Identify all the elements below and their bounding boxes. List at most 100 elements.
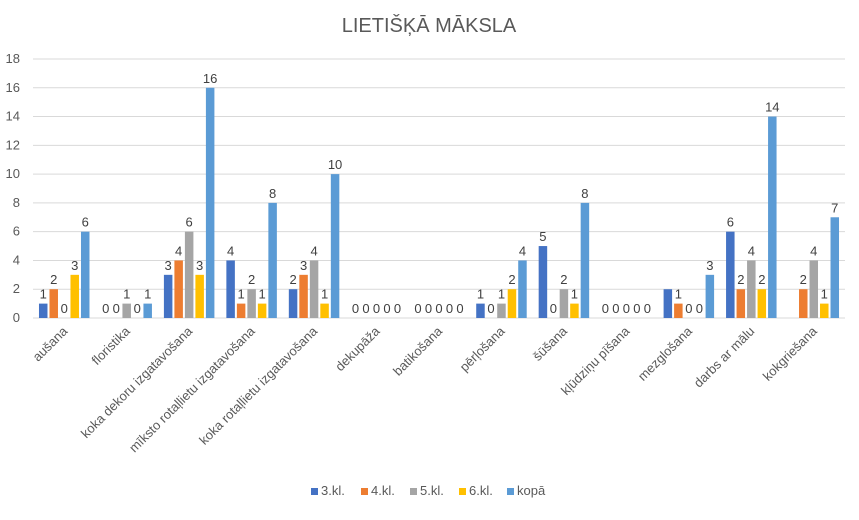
legend-label: 5.kl. [420, 483, 444, 498]
legend: 3.kl. 4.kl. 5.kl. 6.kl. kopā [311, 483, 546, 498]
bar [559, 289, 569, 318]
data-label: 4 [810, 243, 817, 258]
x-category-label: dekupāža [332, 323, 383, 374]
x-category-label: batikošana [390, 323, 446, 379]
data-label: 0 [383, 301, 390, 316]
data-label: 1 [571, 287, 578, 302]
bar [247, 289, 256, 318]
legend-swatch [311, 488, 318, 495]
y-tick-label: 16 [6, 80, 20, 95]
data-label: 3 [165, 258, 172, 273]
data-label: 0 [633, 301, 640, 316]
legend-swatch [507, 488, 514, 495]
legend-label: 6.kl. [469, 483, 493, 498]
x-category-label: darbs ar mālu [691, 324, 758, 391]
data-label: 6 [727, 215, 734, 230]
bar [236, 303, 246, 318]
data-label: 1 [477, 287, 484, 302]
y-tick-label: 18 [6, 51, 20, 66]
data-label: 4 [227, 243, 234, 258]
data-label: 2 [508, 272, 515, 287]
x-category-label: šūšana [530, 323, 571, 364]
legend-label: kopā [517, 483, 546, 498]
data-label: 1 [144, 287, 151, 302]
bar [497, 303, 506, 318]
data-label: 1 [821, 287, 828, 302]
legend-swatch [361, 488, 368, 495]
legend-swatch [410, 488, 417, 495]
y-axis-ticks: 0 2 4 6 8 10 12 14 16 18 [6, 51, 20, 325]
data-label: 4 [519, 243, 526, 258]
bar [476, 303, 485, 318]
data-label: 0 [623, 301, 630, 316]
bar [257, 303, 267, 318]
data-label: 0 [61, 301, 68, 316]
bar [757, 289, 767, 318]
bar [799, 289, 808, 318]
data-label: 0 [685, 301, 692, 316]
data-label: 2 [248, 272, 255, 287]
data-label: 2 [50, 272, 57, 287]
data-label: 16 [203, 71, 217, 86]
chart-title: LIETIŠĶĀ MĀKSLA [342, 14, 517, 37]
data-label: 0 [414, 301, 421, 316]
bar [288, 289, 298, 318]
data-label: 0 [373, 301, 380, 316]
data-label: 0 [612, 301, 619, 316]
data-label: 4 [175, 243, 182, 258]
bar [830, 217, 840, 318]
bar [122, 303, 131, 318]
data-label: 0 [550, 301, 557, 316]
data-label: 0 [602, 301, 609, 316]
bar [663, 289, 673, 318]
data-label: 0 [696, 301, 703, 316]
y-tick-label: 8 [13, 195, 20, 210]
bar [518, 260, 527, 318]
data-label: 5 [539, 229, 546, 244]
data-label: 0 [425, 301, 432, 316]
data-label: 7 [831, 200, 838, 215]
legend-label: 3.kl. [321, 483, 345, 498]
bar [70, 274, 79, 318]
y-tick-label: 4 [13, 252, 20, 267]
data-label: 0 [435, 301, 442, 316]
legend-label: 4.kl. [371, 483, 395, 498]
x-category-label: kokgriešana [760, 323, 821, 384]
data-label: 0 [394, 301, 401, 316]
bar [309, 260, 319, 318]
bar [580, 202, 590, 318]
data-label: 1 [237, 287, 244, 302]
data-label: 8 [269, 186, 276, 201]
data-label: 4 [310, 243, 317, 258]
data-label: 3 [196, 258, 203, 273]
y-tick-label: 0 [13, 310, 20, 325]
y-tick-label: 6 [13, 224, 20, 239]
data-label: 2 [560, 272, 567, 287]
bar [674, 303, 683, 318]
data-label: 0 [446, 301, 453, 316]
data-label: 2 [758, 272, 765, 287]
data-label: 14 [765, 100, 779, 115]
bar [705, 274, 715, 318]
bar [49, 289, 58, 318]
data-label: 2 [289, 272, 296, 287]
x-category-label: aušana [30, 323, 71, 364]
bar [809, 260, 819, 318]
data-label: 1 [123, 287, 130, 302]
data-label: 0 [456, 301, 463, 316]
data-label: 6 [82, 215, 89, 230]
bar [268, 202, 277, 318]
legend-swatch [459, 488, 466, 495]
bar [330, 174, 340, 318]
data-label: 0 [487, 301, 494, 316]
data-label: 0 [134, 301, 141, 316]
data-label: 0 [352, 301, 359, 316]
data-label: 0 [644, 301, 651, 316]
bar [299, 274, 308, 318]
data-label: 1 [321, 287, 328, 302]
data-label: 4 [748, 243, 755, 258]
data-label: 1 [258, 287, 265, 302]
y-tick-label: 12 [6, 137, 20, 152]
